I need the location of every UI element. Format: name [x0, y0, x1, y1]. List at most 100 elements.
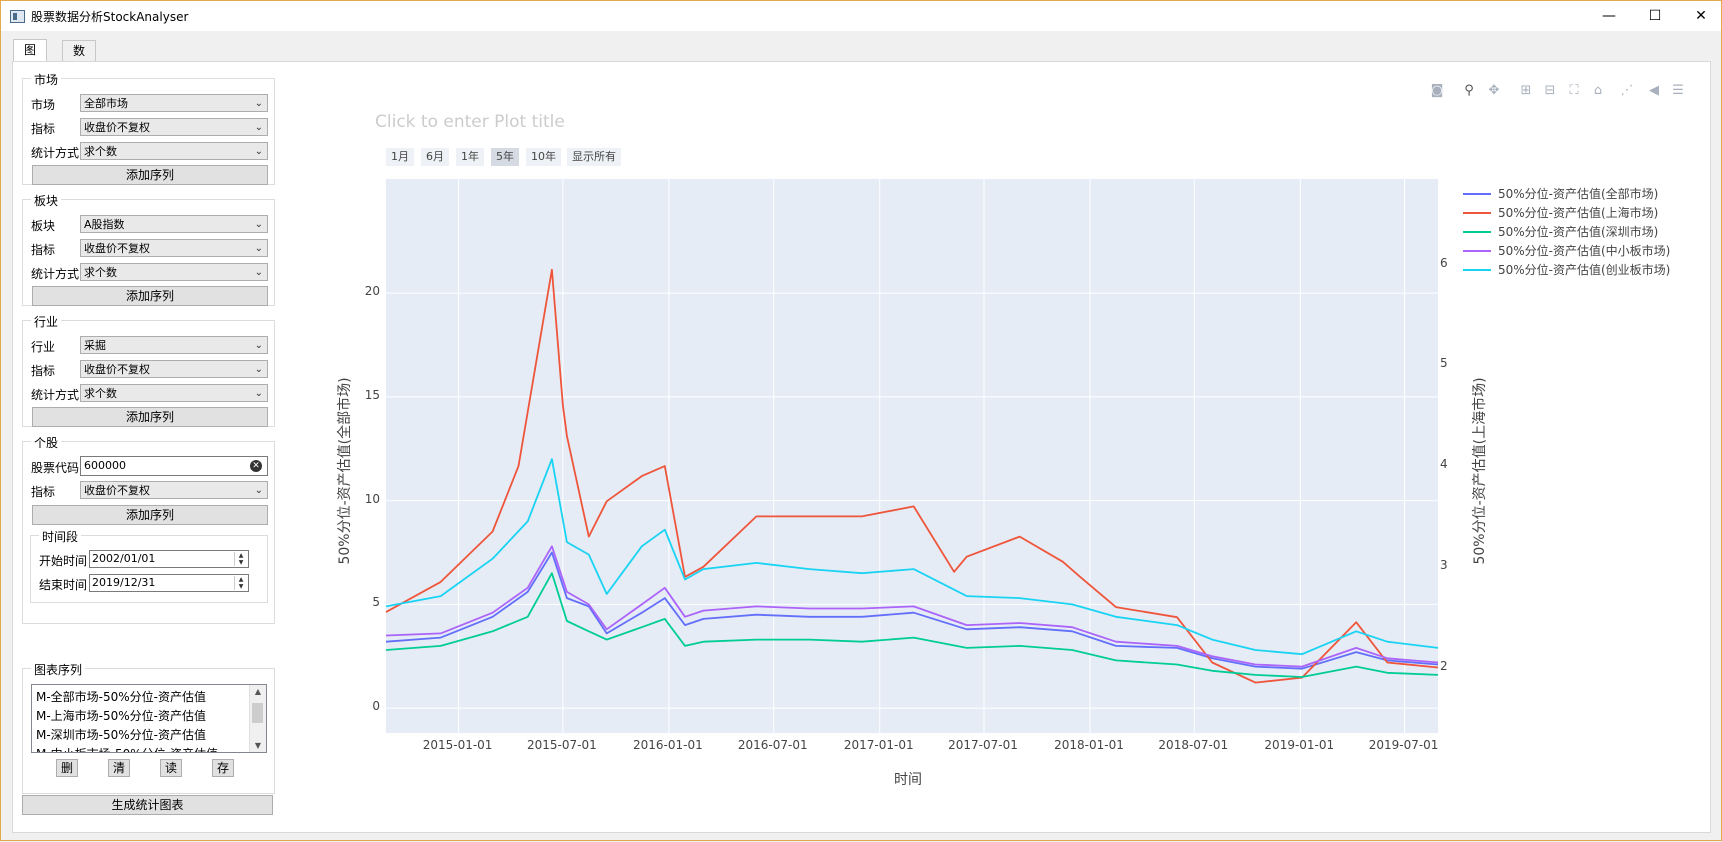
x-tick-label: 2015-07-01 — [526, 738, 597, 752]
x-axis-label: 时间 — [894, 772, 922, 788]
minimize-button[interactable]: — — [1602, 8, 1616, 24]
zoom-in-icon[interactable]: ⊞ — [1520, 83, 1532, 98]
industry-add-series-button[interactable]: 添加序列 — [32, 407, 268, 427]
zoom-out-icon[interactable]: ⊟ — [1544, 83, 1556, 98]
sector-indicator-select[interactable]: 收盘价不复权 ⌄ — [80, 239, 268, 257]
series-group: 图表序列 M-全部市场-50%分位-资产估值 M-上海市场-50%分位-资产估值… — [22, 661, 275, 794]
industry-select-value: 采掘 — [84, 339, 106, 352]
list-item[interactable]: M-上海市场-50%分位-资产估值 — [36, 709, 207, 723]
pan-icon[interactable]: ✥ — [1488, 83, 1500, 98]
end-date-label: 结束时间 — [39, 578, 88, 592]
series-line — [385, 551, 1439, 670]
market-select-value: 全部市场 — [84, 97, 128, 110]
load-series-button[interactable]: 读 — [160, 759, 182, 777]
market-stat-select[interactable]: 求个数 ⌄ — [80, 142, 268, 160]
x-tick-label: 2017-01-01 — [843, 738, 914, 752]
range-button-all[interactable]: 显示所有 — [567, 148, 621, 166]
home-icon[interactable]: ⌂ — [1593, 83, 1603, 98]
chevron-down-icon: ⌄ — [254, 364, 263, 375]
stock-indicator-value: 收盘价不复权 — [84, 484, 150, 497]
market-indicator-select[interactable]: 收盘价不复权 ⌄ — [80, 118, 268, 136]
scrollbar-thumb[interactable] — [252, 703, 263, 723]
industry-indicator-select[interactable]: 收盘价不复权 ⌄ — [80, 360, 268, 378]
range-button-5y[interactable]: 5年 — [491, 148, 519, 166]
spin-down-icon[interactable]: ▼ — [238, 559, 244, 566]
legend-swatch[interactable] — [1463, 193, 1491, 195]
market-add-series-button[interactable]: 添加序列 — [32, 165, 268, 185]
spin-up-icon[interactable]: ▲ — [238, 552, 244, 559]
industry-group: 行业 行业 采掘 ⌄ 指标 收盘价不复权 ⌄ 统计方式 求个数 ⌄ 添加序列 — [22, 313, 275, 427]
clear-series-button[interactable]: 清 — [108, 759, 130, 777]
stock-indicator-select[interactable]: 收盘价不复权 ⌄ — [80, 481, 268, 499]
start-date-input[interactable]: 2002/01/01 ▲ ▼ — [89, 550, 249, 568]
series-list[interactable]: M-全部市场-50%分位-资产估值 M-上海市场-50%分位-资产估值 M-深圳… — [31, 684, 267, 753]
industry-stat-select[interactable]: 求个数 ⌄ — [80, 384, 268, 402]
maximize-button[interactable]: ☐ — [1648, 8, 1662, 24]
range-button-6m[interactable]: 6月 — [421, 148, 449, 166]
end-date-spinner[interactable]: ▲ ▼ — [234, 576, 247, 590]
camera-icon[interactable]: ◙ — [1430, 83, 1444, 98]
sector-indicator-label: 指标 — [31, 243, 56, 257]
legend-item[interactable]: 50%分位-资产估值(创业板市场) — [1498, 263, 1671, 277]
legend-swatch[interactable] — [1463, 250, 1491, 252]
chevron-down-icon: ⌄ — [254, 340, 263, 351]
x-tick-label: 2016-01-01 — [633, 738, 703, 752]
market-label: 市场 — [31, 98, 56, 112]
sector-group: 板块 板块 A股指数 ⌄ 指标 收盘价不复权 ⌄ 统计方式 求个数 ⌄ 添加序列 — [22, 192, 275, 306]
save-series-button[interactable]: 存 — [212, 759, 234, 777]
legend-item[interactable]: 50%分位-资产估值(上海市场) — [1498, 206, 1659, 220]
close-button[interactable]: ✕ — [1695, 8, 1707, 24]
stock-group: 个股 股票代码 600000 ✕ 指标 收盘价不复权 ⌄ 添加序列 时间段 开始时间… — [22, 434, 275, 624]
legend-swatch[interactable] — [1463, 231, 1491, 233]
spike-icon[interactable]: ⋰ — [1620, 83, 1634, 98]
start-date-spinner[interactable]: ▲ ▼ — [234, 552, 247, 566]
x-tick-label: 2018-01-01 — [1054, 738, 1124, 752]
industry-group-title: 行业 — [31, 313, 62, 330]
clear-icon[interactable]: ✕ — [250, 460, 262, 472]
end-date-input[interactable]: 2019/12/31 ▲ ▼ — [89, 574, 249, 592]
y2-tick-label: 4 — [1440, 457, 1448, 472]
range-button-1y[interactable]: 1年 — [456, 148, 484, 166]
scroll-down-icon[interactable]: ▼ — [254, 741, 262, 750]
spin-down-icon[interactable]: ▼ — [238, 583, 244, 590]
generate-chart-button[interactable]: 生成统计图表 — [22, 795, 273, 815]
sector-add-series-button[interactable]: 添加序列 — [32, 286, 268, 306]
hover-closest-icon[interactable]: ◀ — [1649, 83, 1659, 98]
industry-indicator-value: 收盘价不复权 — [84, 363, 150, 376]
zoom-icon[interactable]: ⚲ — [1464, 83, 1474, 98]
list-item[interactable]: M-深圳市场-50%分位-资产估值 — [36, 728, 207, 742]
legend-item[interactable]: 50%分位-资产估值(深圳市场) — [1498, 225, 1659, 239]
stock-add-series-button[interactable]: 添加序列 — [32, 505, 268, 525]
range-button-10y[interactable]: 10年 — [526, 148, 561, 166]
sector-stat-value: 求个数 — [84, 266, 117, 279]
legend-item[interactable]: 50%分位-资产估值(中小板市场) — [1498, 244, 1671, 258]
series-list-scrollbar[interactable]: ▲ ▼ — [249, 685, 266, 752]
y2-tick-label: 3 — [1440, 557, 1448, 572]
market-select[interactable]: 全部市场 ⌄ — [80, 94, 268, 112]
legend-swatch[interactable] — [1463, 269, 1491, 271]
sector-select-value: A股指数 — [84, 218, 125, 231]
stock-code-input[interactable]: 600000 ✕ — [80, 456, 268, 476]
sector-select[interactable]: A股指数 ⌄ — [80, 215, 268, 233]
x-tick-label: 2015-01-01 — [422, 738, 493, 752]
list-item[interactable]: M-中小板市场-50%分位-资产估值 — [36, 745, 218, 752]
hover-compare-icon[interactable]: ☰ — [1672, 83, 1684, 98]
start-date-value: 2002/01/01 — [92, 552, 156, 565]
range-button-1m[interactable]: 1月 — [386, 148, 414, 166]
y-tick-label: 10 — [364, 491, 380, 506]
legend-item[interactable]: 50%分位-资产估值(全部市场) — [1498, 187, 1659, 201]
sector-stat-select[interactable]: 求个数 ⌄ — [80, 263, 268, 281]
legend-swatch[interactable] — [1463, 212, 1491, 214]
list-item[interactable]: M-全部市场-50%分位-资产估值 — [36, 690, 207, 704]
spin-up-icon[interactable]: ▲ — [238, 576, 244, 583]
autoscale-icon[interactable]: ⛶ — [1569, 83, 1579, 98]
industry-select[interactable]: 采掘 ⌄ — [80, 336, 268, 354]
plot-title-placeholder[interactable]: Click to enter Plot title — [375, 112, 565, 132]
market-group-title: 市场 — [31, 71, 62, 88]
scroll-up-icon[interactable]: ▲ — [254, 687, 262, 696]
industry-stat-label: 统计方式 — [31, 388, 80, 402]
start-date-label: 开始时间 — [39, 554, 88, 568]
delete-series-button[interactable]: 删 — [56, 759, 78, 777]
